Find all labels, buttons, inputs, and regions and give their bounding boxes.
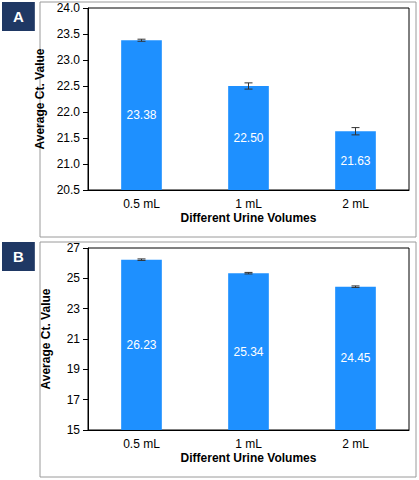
svg-text:2 mL: 2 mL — [342, 197, 369, 211]
svg-text:23.5: 23.5 — [57, 27, 81, 41]
svg-text:25: 25 — [67, 271, 81, 285]
svg-text:1 mL: 1 mL — [235, 197, 262, 211]
svg-text:19: 19 — [67, 362, 81, 376]
svg-text:20.5: 20.5 — [57, 183, 81, 197]
svg-text:2 mL: 2 mL — [342, 437, 369, 451]
svg-text:0.5 mL: 0.5 mL — [123, 197, 160, 211]
svg-text:Average Ct. Value: Average Ct. Value — [39, 288, 53, 389]
svg-text:A: A — [13, 8, 24, 25]
svg-text:21.5: 21.5 — [57, 131, 81, 145]
svg-text:24.45: 24.45 — [340, 351, 370, 365]
svg-text:23.0: 23.0 — [57, 53, 81, 67]
svg-text:21: 21 — [67, 332, 81, 346]
svg-text:15: 15 — [67, 423, 81, 437]
svg-text:1 mL: 1 mL — [235, 437, 262, 451]
svg-text:21.0: 21.0 — [57, 157, 81, 171]
svg-text:24.0: 24.0 — [57, 1, 81, 15]
svg-text:Average Ct. Value: Average Ct. Value — [33, 48, 47, 149]
svg-text:22.5: 22.5 — [57, 79, 81, 93]
svg-text:B: B — [13, 248, 24, 265]
svg-text:21.63: 21.63 — [340, 154, 370, 168]
svg-text:17: 17 — [67, 393, 81, 407]
svg-text:26.23: 26.23 — [126, 338, 156, 352]
svg-text:23: 23 — [67, 302, 81, 316]
svg-text:Different Urine Volumes: Different Urine Volumes — [181, 451, 317, 465]
svg-text:0.5 mL: 0.5 mL — [123, 437, 160, 451]
svg-text:Different Urine Volumes: Different Urine Volumes — [181, 211, 317, 225]
svg-text:22.50: 22.50 — [233, 131, 263, 145]
svg-text:27: 27 — [67, 241, 81, 255]
svg-text:25.34: 25.34 — [233, 345, 263, 359]
svg-text:23.38: 23.38 — [126, 108, 156, 122]
svg-text:22.0: 22.0 — [57, 105, 81, 119]
